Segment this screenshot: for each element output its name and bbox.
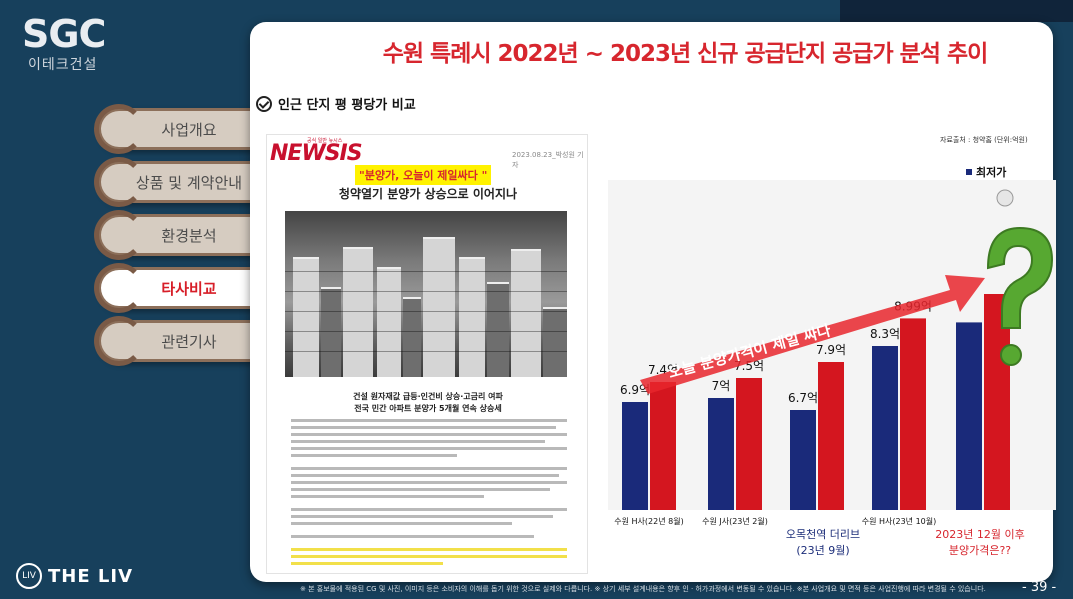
menu-item-label: 사업개요 — [161, 120, 217, 139]
bar-highest-price — [818, 362, 844, 510]
trend-arrow — [640, 275, 985, 394]
brand: SGC 이테크건설 — [22, 14, 142, 74]
top-band — [840, 0, 1073, 22]
bar-highest-price — [736, 378, 762, 510]
article-subhead-1: 건설 원자재값 급등·인건비 상승·고금리 여파 — [353, 392, 503, 401]
newsis-tagline: 공식 일반 뉴시스 — [307, 138, 343, 144]
menu-item-products[interactable]: 상품 및 계약안내 — [94, 157, 264, 207]
data-label-high: 7.9억 — [816, 343, 846, 357]
apartment-photo — [285, 211, 567, 377]
footer-disclaimer: ※ 본 홍보물에 적용된 CG 및 사진, 이미지 등은 소비자의 이해를 돕기… — [300, 585, 986, 593]
newsis-logo: NEWSIS — [270, 141, 363, 166]
menu-item-label: 타사비교 — [161, 279, 217, 298]
theliv-logo: LIV THE LIV — [16, 563, 133, 589]
caption-omokcheon: 오목천역 더리브 (23년 9월) — [768, 527, 878, 559]
question-mark-icon — [986, 226, 1054, 329]
chart-legend: 최저가 — [966, 164, 1006, 180]
menu-item-label: 환경분석 — [161, 226, 217, 245]
article-body — [291, 419, 567, 569]
category-label: 수원 H사(22년 8월) — [614, 516, 683, 526]
menu-ring-icon — [94, 210, 144, 260]
menu-item-comparison[interactable]: 타사비교 — [94, 263, 264, 313]
category-label: 수원 H사(23년 10월) — [862, 516, 937, 526]
menu-item-environment[interactable]: 환경분석 — [94, 210, 264, 260]
data-label-low: 6.7억 — [788, 391, 818, 405]
menu-item-overview[interactable]: 사업개요 — [94, 104, 264, 154]
chart-source: 자료출처 : 청약홈 (단위:억원) — [940, 136, 1028, 144]
bar-lowest-price — [708, 398, 734, 510]
menu-ring-icon — [94, 316, 144, 366]
caption-left-line2: (23년 9월) — [796, 544, 850, 557]
caption-right-line1: 2023년 12월 이후 — [935, 528, 1025, 541]
page-number: - 39 - — [1022, 580, 1057, 595]
caption-future-price: 2023년 12월 이후 분양가격은?? — [920, 527, 1040, 559]
article-headline: 청약열기 분양가 상승으로 이어지나 — [338, 187, 518, 201]
menu-item-label: 상품 및 계약안내 — [135, 173, 243, 192]
bar-lowest-price — [790, 410, 816, 510]
category-label: 수원 J사(23년 2월) — [702, 516, 768, 526]
section-label: 인근 단지 평 평당가 비교 — [256, 94, 416, 113]
caption-right-line2: 분양가격은?? — [948, 544, 1012, 557]
data-label-low: 7억 — [712, 379, 731, 393]
thinker-figure-icon — [996, 189, 1014, 207]
theliv-wordmark: THE LIV — [48, 565, 134, 587]
article-subhead-2: 전국 민간 아파트 분양가 5개월 연속 상승세 — [354, 404, 502, 413]
side-menu: 사업개요 상품 및 계약안내 환경분석 타사비교 관련기사 — [94, 104, 264, 373]
menu-item-label: 관련기사 — [161, 332, 217, 351]
bar-highest-price — [900, 318, 926, 510]
bar-lowest-price — [872, 346, 898, 510]
news-article: 공식 일반 뉴시스 NEWSIS 2023.08.23_박성원 기자 "분양가,… — [266, 134, 588, 574]
liv-emblem-icon: LIV — [16, 563, 42, 589]
legend-swatch — [966, 169, 972, 175]
brand-subtitle: 이테크건설 — [28, 57, 98, 73]
article-highlight: "분양가, 오늘이 제일싸다 " — [355, 165, 492, 185]
menu-ring-icon — [94, 157, 144, 207]
data-label-low: 8.3억 — [870, 327, 900, 341]
data-label-low: 6.9억 — [620, 383, 650, 397]
bar-highest-price — [650, 382, 676, 510]
menu-ring-icon — [94, 263, 144, 313]
bar-lowest-price — [622, 402, 648, 510]
check-circle-icon — [256, 95, 272, 112]
caption-left-line1: 오목천역 더리브 — [785, 528, 861, 541]
sgc-logo: SGC — [22, 12, 106, 56]
question-dot-icon — [1000, 344, 1022, 366]
menu-ring-icon — [94, 104, 144, 154]
legend-label: 최저가 — [976, 166, 1007, 179]
bar-lowest-price — [956, 322, 982, 510]
bar-highest-price — [984, 294, 1010, 510]
article-date: 2023.08.23_박성원 기자 — [512, 151, 584, 169]
menu-item-articles[interactable]: 관련기사 — [94, 316, 264, 366]
section-label-text: 인근 단지 평 평당가 비교 — [278, 98, 416, 113]
page-title: 수원 특례시 2022년 ~ 2023년 신규 공급단지 공급가 분석 추이 — [382, 41, 989, 67]
